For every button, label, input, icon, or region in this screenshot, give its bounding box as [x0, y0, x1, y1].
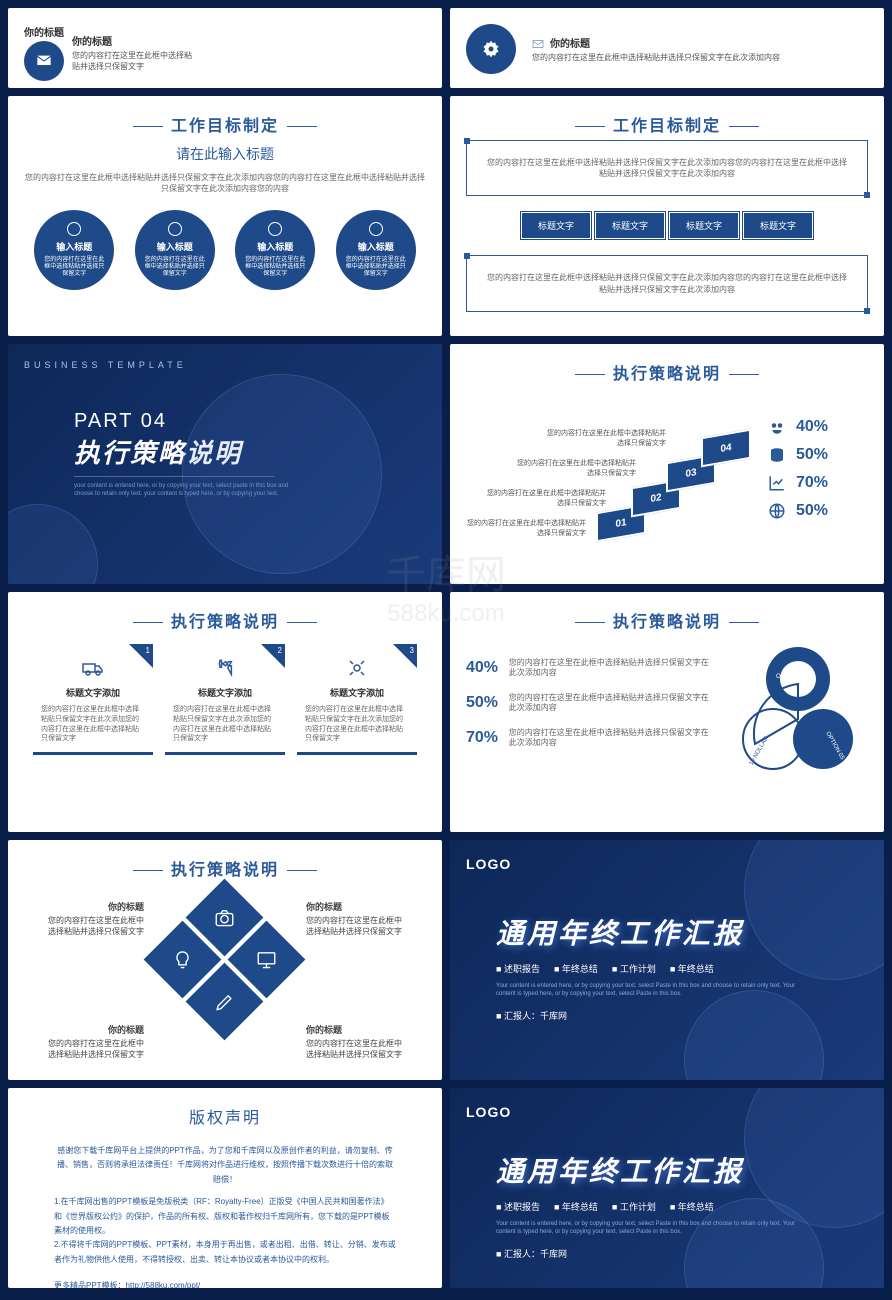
truck-icon — [81, 656, 105, 680]
gear-icon — [466, 24, 516, 74]
arrow-tag: 标题文字 — [595, 212, 665, 239]
slide-title: 工作目标制定 — [24, 112, 426, 136]
target-icon — [168, 222, 182, 236]
target-icon — [369, 222, 383, 236]
plane-icon — [213, 656, 237, 680]
slide-part-divider: BUSINESS TEMPLATE PART 04 执行策略说明 your co… — [8, 344, 442, 584]
target-icon — [268, 222, 282, 236]
slide-strategy-pie: 执行策略说明 40%您的内容打在这里在此框中选择粘贴并选择只保留文字在此次添加内… — [450, 592, 884, 832]
card: 3标题文字添加您的内容打在这里在此框中选择粘贴只保留文字在此次添加您的内容打在这… — [297, 644, 417, 755]
target-icon — [67, 222, 81, 236]
slide-2: 你的标题 您的内容打在这里在此框中选择粘贴并选择只保留文字在此次添加内容 — [450, 8, 884, 88]
diamond-group — [155, 890, 295, 1030]
circle-item: 输入标题您的内容打在这里在此框中选择粘贴并选择只保留文字 — [34, 210, 114, 290]
pie-chart: OPTION 02 OPTION 02 10 NOLLAD OPTION 05 — [728, 644, 868, 784]
card: 1标题文字添加您的内容打在这里在此框中选择粘贴只保留文字在此次添加您的内容打在这… — [33, 644, 153, 755]
circle-item: 输入标题您的内容打在这里在此框中选择粘贴并选择只保留文字 — [135, 210, 215, 290]
subtitle: 请在此输入标题 — [24, 144, 426, 164]
chart-icon — [768, 474, 786, 492]
circle-item: 输入标题您的内容打在这里在此框中选择粘贴并选择只保留文字 — [235, 210, 315, 290]
slide-strategy-cards: 执行策略说明 1标题文字添加您的内容打在这里在此框中选择粘贴只保留文字在此次添加… — [8, 592, 442, 832]
envelope-icon — [24, 41, 64, 81]
slide-strategy-stairs: 执行策略说明 您的内容打在这里在此框中选择粘贴并选择只保留文字 您的内容打在这里… — [450, 344, 884, 584]
owl-icon — [768, 418, 786, 436]
mail-icon — [532, 38, 544, 50]
s1-title-1: 你的标题 — [24, 24, 64, 39]
database-icon — [768, 446, 786, 464]
slide-strategy-diamonds: 执行策略说明 你的标题您的内容打在这里在此框中选择粘贴并选择只保留文字 你的标题… — [8, 840, 442, 1080]
arrow-tag: 标题文字 — [743, 212, 813, 239]
slide-title-page: LOGO 通用年终工作汇报 述职报告 年终总结 工作计划 年终总结 Your c… — [450, 840, 884, 1080]
slide-goals-arrows: 工作目标制定 您的内容打在这里在此框中选择粘贴并选择只保留文字在此次添加内容您的… — [450, 96, 884, 336]
circle-item: 输入标题您的内容打在这里在此框中选择粘贴并选择只保留文字 — [336, 210, 416, 290]
arrow-tag: 标题文字 — [669, 212, 739, 239]
satellite-icon — [345, 656, 369, 680]
frame-box: 您的内容打在这里在此框中选择粘贴并选择只保留文字在此次添加内容您的内容打在这里在… — [466, 140, 868, 196]
arrow-tag: 标题文字 — [521, 212, 591, 239]
slide-title-page-2: LOGO 通用年终工作汇报 述职报告 年终总结 工作计划 年终总结 Your c… — [450, 1088, 884, 1288]
slide-goals-circles: 工作目标制定 请在此输入标题 您的内容打在这里在此框中选择粘贴并选择只保留文字在… — [8, 96, 442, 336]
card: 2标题文字添加您的内容打在这里在此框中选择粘贴只保留文字在此次添加您的内容打在这… — [165, 644, 285, 755]
slide-copyright: 版权声明 感谢您下载千库网平台上提供的PPT作品，为了您和千库网以及原创作者的利… — [8, 1088, 442, 1288]
globe-icon — [768, 502, 786, 520]
s1-title-2: 你的标题 — [72, 33, 192, 48]
slide-1: 你的标题 你的标题 您的内容打在这里在此框中选择粘贴并选择只保留文字 — [8, 8, 442, 88]
